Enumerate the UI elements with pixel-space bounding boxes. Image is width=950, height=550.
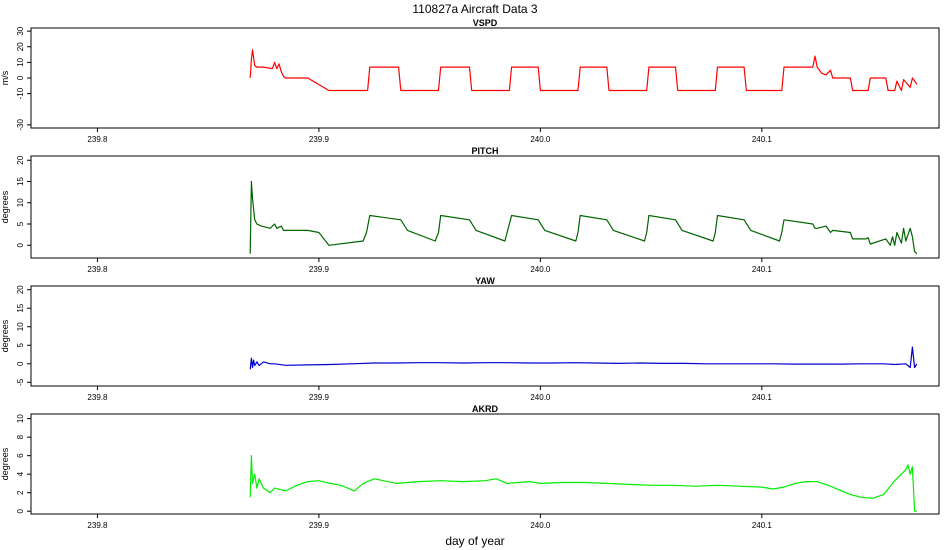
yaw-y-tick-label: 20 (16, 285, 25, 294)
akrd-y-tick-label: 0 (16, 508, 25, 513)
vspd-y-tick-label: -10 (16, 87, 25, 99)
akrd-x-tick-label: 239.8 (87, 521, 108, 530)
main-title: 110827a Aircraft Data 3 (412, 2, 538, 16)
yaw-y-tick-label: 10 (16, 322, 25, 331)
pitch-y-tick-label: 15 (16, 177, 25, 186)
vspd-x-tick-label: 240.1 (752, 135, 773, 144)
pitch-x-tick-label: 240.0 (530, 265, 551, 274)
vspd-title: VSPD (473, 18, 498, 28)
akrd-y-tick-label: 8 (16, 434, 25, 439)
pitch-plot-frame (30, 155, 940, 259)
akrd-y-tick-label: 6 (16, 453, 25, 458)
pitch-y-axis-label: degrees (0, 190, 10, 223)
yaw-x-tick-label: 239.9 (309, 393, 330, 402)
pitch-x-tick-label: 239.8 (87, 265, 108, 274)
vspd-series-line (249, 49, 918, 92)
yaw-plot-frame (30, 285, 940, 387)
akrd-y-tick-label: 2 (16, 490, 25, 495)
vspd-y-tick-label: 30 (16, 26, 25, 35)
pitch-y-tick-label: 20 (16, 155, 25, 164)
yaw-title: YAW (475, 276, 495, 286)
akrd-y-tick-label: 10 (16, 414, 25, 423)
pitch-title: PITCH (472, 146, 499, 156)
yaw-panel: YAW degrees 239.8 239.9 240.0 240.1 -5 0 5 10 15 20 (0, 276, 940, 402)
vspd-plot-frame (30, 27, 940, 129)
akrd-panel: AKRD degrees 239.8 239.9 240.0 240.1 0 2 4 6 8 10 (0, 404, 940, 530)
akrd-title: AKRD (472, 404, 498, 414)
pitch-y-tick-label: 5 (16, 221, 25, 226)
yaw-x-tick-label: 240.0 (530, 393, 551, 402)
vspd-y-axis-label: m/s (0, 70, 10, 85)
pitch-series-line (249, 180, 918, 255)
yaw-y-tick-label: 0 (16, 361, 25, 366)
vspd-x-tick-label: 239.8 (87, 135, 108, 144)
vspd-y-tick-label: -30 (16, 119, 25, 131)
vspd-panel: VSPD m/s 239.8 239.9 240.0 240.1 -30 -10 0 10 20 30 (0, 18, 940, 144)
pitch-x-tick-label: 239.9 (309, 265, 330, 274)
yaw-y-tick-label: 15 (16, 303, 25, 312)
pitch-y-tick-label: 10 (16, 198, 25, 207)
yaw-x-tick-label: 240.1 (752, 393, 773, 402)
yaw-series-line (249, 346, 918, 370)
pitch-y-tick-label: 0 (16, 242, 25, 247)
vspd-y-tick-label: 10 (16, 57, 25, 66)
akrd-x-tick-label: 239.9 (309, 521, 330, 530)
akrd-x-tick-label: 240.0 (530, 521, 551, 530)
akrd-y-axis-label: degrees (0, 447, 10, 480)
yaw-x-tick-label: 239.8 (87, 393, 108, 402)
vspd-x-tick-label: 239.9 (309, 135, 330, 144)
akrd-y-tick-label: 4 (16, 471, 25, 476)
vspd-x-tick-label: 240.0 (530, 135, 551, 144)
yaw-y-tick-label: -5 (16, 378, 25, 386)
pitch-x-tick-label: 240.1 (752, 265, 773, 274)
akrd-x-tick-label: 240.1 (752, 521, 773, 530)
vspd-y-tick-label: 0 (16, 75, 25, 80)
akrd-plot-frame (30, 413, 940, 515)
x-axis-label: day of year (445, 534, 504, 548)
yaw-y-tick-label: 5 (16, 342, 25, 347)
akrd-series-line (249, 455, 917, 512)
pitch-panel: PITCH degrees 239.8 239.9 240.0 240.1 0 5 10 15 20 (0, 146, 940, 274)
vspd-y-tick-label: 20 (16, 42, 25, 51)
yaw-y-axis-label: degrees (0, 319, 10, 352)
